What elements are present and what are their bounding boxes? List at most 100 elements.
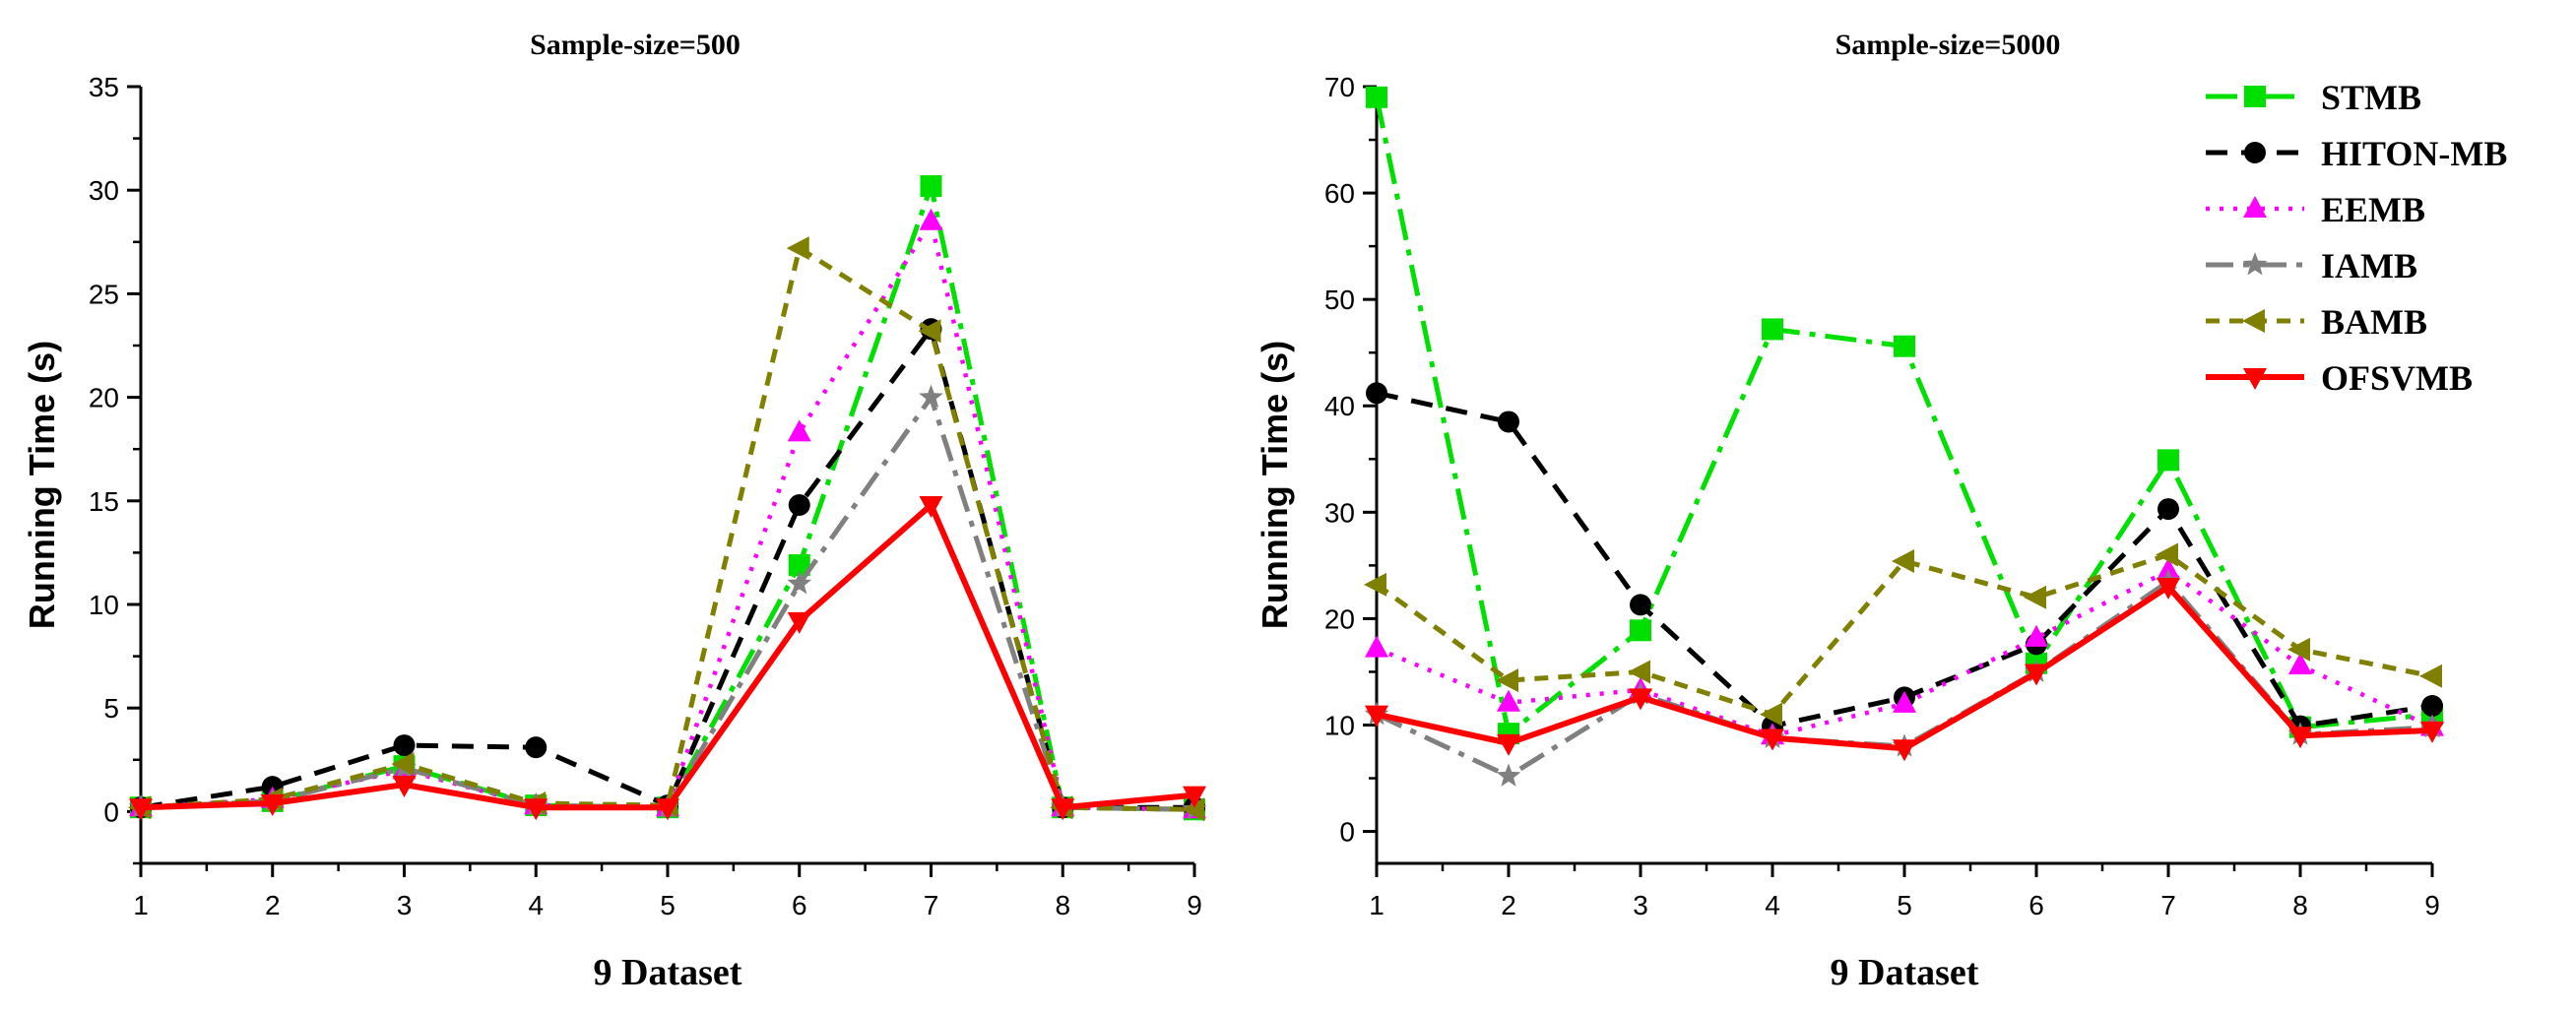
legend-label: HITON-MB	[2321, 134, 2507, 173]
data-point	[1630, 594, 1651, 616]
x-tick-label: 2	[265, 890, 281, 920]
series-line	[1375, 552, 2433, 718]
data-point	[2157, 498, 2179, 521]
data-point	[1894, 335, 1915, 357]
x-tick-label: 3	[397, 890, 413, 920]
data-point	[2287, 637, 2310, 662]
legend-item-eemb: EEMB	[2206, 190, 2425, 229]
x-axis-label: 9 Dataset	[1831, 952, 1979, 993]
data-point	[920, 174, 942, 197]
series-line	[140, 245, 1195, 812]
legend-marker	[2242, 309, 2265, 333]
chart-title: Sample-size=5000	[1835, 29, 2061, 61]
legend-item-iamb: IAMB	[2206, 246, 2417, 285]
data-point	[2024, 585, 2046, 609]
data-point	[391, 752, 415, 777]
x-axis-label: 9 Dataset	[594, 952, 742, 993]
chart-1: 0 5 10 15 20 25 30 35 1 2 3 4 5 6 7 8 9 Sample-size=500 9 …	[22, 29, 1207, 993]
data-point	[1629, 688, 1652, 711]
data-point	[1183, 786, 1206, 808]
legend-label: BAMB	[2321, 302, 2427, 342]
series-line	[1376, 584, 2433, 752]
x-tick-label: 6	[2029, 890, 2044, 920]
legend-item-bamb: BAMB	[2206, 302, 2427, 342]
y-tick-label: 10	[1324, 710, 1355, 740]
y-tick-label: 5	[103, 693, 119, 724]
y-tick-label: 10	[89, 590, 119, 620]
y-tick-label: 25	[89, 279, 119, 309]
series-iamb	[128, 384, 1207, 820]
legend-label: IAMB	[2321, 246, 2417, 285]
data-point	[1497, 689, 1520, 712]
legend-marker	[2243, 368, 2267, 390]
series-line	[1376, 568, 2433, 738]
data-point	[1182, 797, 1204, 822]
data-point	[788, 494, 810, 517]
series-ofsvmb	[1365, 577, 2444, 762]
data-point	[1497, 733, 1520, 756]
data-point	[260, 793, 285, 816]
x-tick-label: 6	[792, 890, 807, 920]
chart-2: 0 10 20 30 40 50 60 70 1 2 3 4 5 6 7 8 9 Sample-size=5000…	[1255, 29, 2507, 993]
chart-title: Sample-size=500	[530, 29, 741, 61]
data-point	[2025, 664, 2048, 686]
data-point	[393, 734, 416, 757]
y-axis-label: Running Time (s)	[22, 341, 62, 629]
x-tick-label: 5	[1897, 890, 1912, 920]
data-point	[1364, 572, 1386, 597]
data-point	[787, 419, 811, 442]
legend-marker	[2244, 142, 2266, 163]
y-tick-label: 20	[89, 383, 119, 413]
data-point	[1892, 549, 1914, 574]
data-point	[788, 554, 810, 577]
data-point	[524, 798, 548, 821]
data-point	[2288, 652, 2312, 674]
y-tick-label: 0	[1339, 817, 1355, 848]
legend-marker	[2243, 196, 2267, 218]
legend-marker	[2244, 86, 2266, 107]
data-point	[1496, 763, 1521, 787]
data-point	[1628, 660, 1650, 684]
data-point	[1366, 382, 1387, 405]
legend-label: EEMB	[2321, 190, 2425, 229]
data-point	[2025, 624, 2048, 647]
data-point	[786, 236, 809, 261]
legend-label: STMB	[2321, 78, 2421, 117]
legend-marker	[2242, 252, 2268, 276]
y-tick-label: 50	[1324, 285, 1355, 315]
data-point	[1366, 86, 1387, 108]
legend-item-hiton-mb: HITON-MB	[2206, 134, 2507, 173]
x-tick-label: 3	[1633, 890, 1648, 920]
series-eemb	[129, 208, 1206, 819]
data-point	[1761, 728, 1784, 751]
legend-item-stmb: STMB	[2206, 78, 2421, 117]
y-tick-label: 60	[1324, 178, 1355, 209]
data-point	[2156, 542, 2178, 567]
series-line	[140, 219, 1195, 812]
y-tick-label: 35	[89, 72, 119, 102]
data-point	[2157, 449, 2179, 472]
data-point	[129, 798, 153, 821]
data-point	[1051, 798, 1075, 821]
data-point	[1365, 705, 1388, 728]
data-point	[919, 208, 943, 230]
data-point	[919, 496, 943, 519]
y-tick-label: 70	[1324, 72, 1355, 102]
data-point	[656, 798, 679, 821]
data-point	[787, 571, 812, 595]
data-point	[525, 736, 547, 759]
legend-item-ofsvmb: OFSVMB	[2206, 358, 2473, 398]
data-point	[1630, 619, 1651, 642]
series-line	[1374, 96, 2433, 736]
x-tick-label: 8	[1055, 890, 1070, 920]
x-tick-label: 2	[1501, 890, 1516, 920]
data-point	[1893, 739, 1916, 762]
x-tick-label: 1	[133, 890, 149, 920]
y-tick-label: 30	[89, 175, 119, 206]
x-tick-label: 4	[1765, 890, 1780, 920]
data-point	[787, 611, 811, 634]
y-axis-label: Running Time (s)	[1255, 341, 1295, 629]
series-bamb	[1364, 542, 2442, 727]
data-point	[2420, 721, 2444, 743]
